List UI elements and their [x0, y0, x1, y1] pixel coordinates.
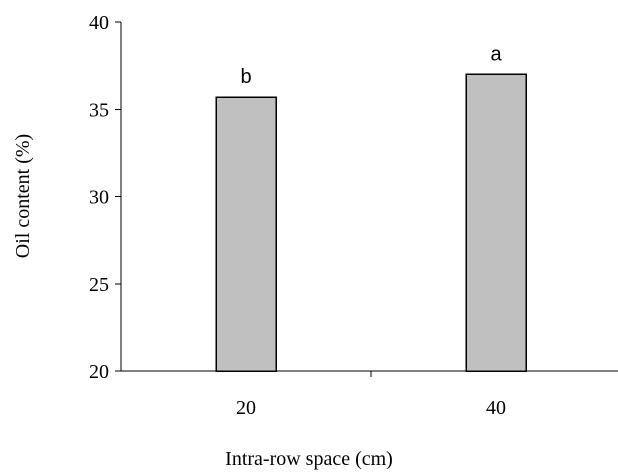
- y-tick-label: 20: [89, 361, 109, 383]
- x-tick-label: 20: [236, 397, 256, 419]
- x-tick-label: 40: [486, 397, 506, 419]
- significance-label: b: [240, 66, 251, 88]
- x-axis-title: Intra-row space (cm): [225, 448, 393, 470]
- labels: 20 25 30 35 40 20 b 40 a: [89, 12, 506, 419]
- y-tick-label: 30: [89, 187, 109, 209]
- y-tick-label: 35: [89, 99, 109, 121]
- bars: [215, 73, 527, 372]
- bar-40: [465, 73, 527, 372]
- y-tick-label: 40: [89, 12, 109, 34]
- y-tick-label: 25: [89, 274, 109, 296]
- significance-label: a: [490, 43, 502, 65]
- axes: [115, 21, 618, 377]
- y-axis-title: Oil content (%): [12, 134, 34, 258]
- bar-20: [215, 96, 277, 372]
